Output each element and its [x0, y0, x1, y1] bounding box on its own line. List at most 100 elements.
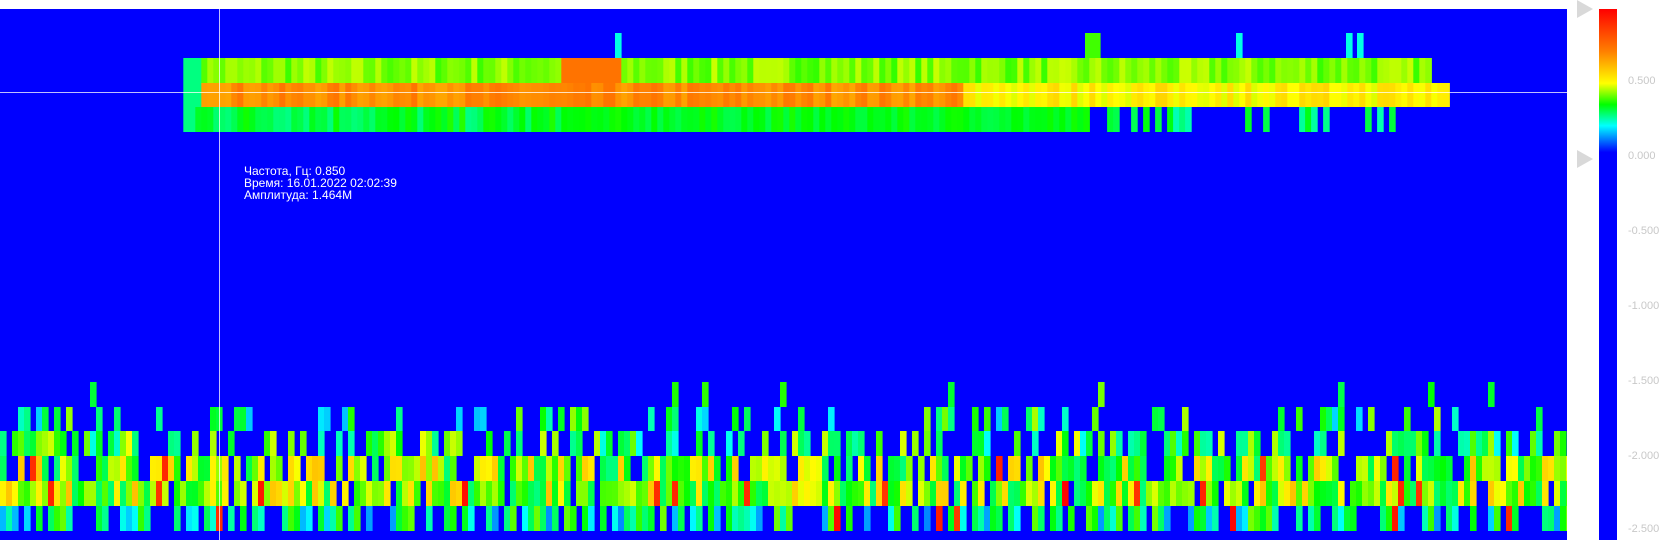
heatmap-cell [597, 107, 604, 132]
heatmap-cell [1023, 107, 1030, 132]
heatmap-cell [831, 58, 838, 83]
heatmap-cell [540, 431, 547, 456]
heatmap-cell [1083, 83, 1090, 107]
heatmap-cell [1422, 431, 1429, 456]
heatmap-cell [933, 107, 940, 132]
heatmap-cell [306, 481, 313, 506]
heatmap-cell [1125, 58, 1132, 83]
heatmap-cell [273, 83, 280, 107]
heatmap-cell [723, 107, 730, 132]
heatmap-cell [195, 58, 202, 83]
heatmap-cell [726, 456, 733, 481]
heatmap-cell [711, 107, 718, 132]
heatmap-cell [426, 506, 433, 531]
heatmap-cell [261, 107, 268, 132]
heatmap-cell [1458, 431, 1465, 456]
heatmap-cell [1470, 506, 1477, 531]
heatmap-cell [897, 58, 904, 83]
heatmap-cell [924, 506, 931, 531]
heatmap-cell [384, 481, 391, 506]
heatmap-cell [780, 431, 787, 456]
heatmap-cell [843, 107, 850, 132]
heatmap-cell [366, 506, 373, 531]
heatmap-cell [1191, 58, 1198, 83]
heatmap-cell [942, 456, 949, 481]
heatmap-cell [132, 431, 139, 456]
heatmap-cell [936, 407, 943, 431]
heatmap-cell [672, 481, 679, 506]
heatmap-cell [888, 456, 895, 481]
heatmap-cell [672, 456, 679, 481]
heatmap-cell [144, 506, 151, 531]
heatmap-cell [1248, 431, 1255, 456]
heatmap-cell [657, 58, 664, 83]
heatmap-cell [1089, 83, 1096, 107]
heatmap-cell [912, 431, 919, 456]
heatmap-cell [444, 506, 451, 531]
heatmap-cell [867, 107, 874, 132]
heatmap-cell [672, 431, 679, 456]
heatmap-cell [528, 456, 535, 481]
heatmap-cell [486, 431, 493, 456]
heatmap-cell [1085, 33, 1101, 58]
heatmap-cell [0, 431, 7, 456]
heatmap-cell [1038, 407, 1045, 431]
spectrogram-plot[interactable]: Частота, Гц: 0.850 Время: 16.01.2022 02:… [0, 9, 1567, 540]
heatmap-cell [1395, 83, 1402, 107]
heatmap-cell [465, 83, 472, 107]
heatmap-cell [891, 107, 898, 132]
heatmap-cell [690, 456, 697, 481]
heatmap-cell [420, 456, 427, 481]
heatmap-cell [1131, 58, 1138, 83]
heatmap-cell [1329, 58, 1336, 83]
heatmap-cell [207, 58, 214, 83]
heatmap-cell [24, 481, 31, 506]
heatmap-cell [954, 481, 961, 506]
heatmap-cell [1245, 107, 1252, 132]
heatmap-cell [387, 58, 394, 83]
heatmap-cell [210, 481, 217, 506]
heatmap-cell [1236, 506, 1243, 531]
lower-level-marker-arrow[interactable] [1577, 150, 1593, 168]
heatmap-cell [849, 83, 856, 107]
heatmap-cell [744, 481, 751, 506]
tooltip-amplitude: Амплитуда: 1.464M [244, 188, 353, 202]
heatmap-cell [1218, 456, 1225, 481]
heatmap-cell [1536, 431, 1543, 456]
heatmap-cell [1062, 407, 1069, 431]
heatmap-cell [405, 107, 412, 132]
heatmap-cell [858, 431, 865, 456]
heatmap-cell [30, 481, 37, 506]
heatmap-cell [36, 506, 43, 531]
heatmap-cell [495, 107, 502, 132]
heatmap-cell [1182, 431, 1189, 456]
heatmap-cell [1311, 107, 1318, 132]
heatmap-cell [1416, 431, 1423, 456]
heatmap-cell [927, 83, 934, 107]
heatmap-cell [1137, 83, 1144, 107]
heatmap-cell [570, 431, 577, 456]
heatmap-cell [1008, 481, 1015, 506]
colorbar-gradient [1599, 9, 1617, 540]
heatmap-cell [1338, 407, 1345, 431]
heatmap-cell [861, 58, 868, 83]
heatmap-cell [183, 83, 190, 107]
heatmap-cell [108, 481, 115, 506]
heatmap-cell [1260, 481, 1267, 506]
heatmap-cell [354, 456, 361, 481]
heatmap-cell [441, 83, 448, 107]
heatmap-cell [447, 58, 454, 83]
heatmap-cell [1050, 456, 1057, 481]
heatmap-cell [1173, 107, 1180, 132]
heatmap-cell [303, 83, 310, 107]
heatmap-cell [633, 83, 640, 107]
heatmap-cell [450, 481, 457, 506]
heatmap-cell [939, 58, 946, 83]
heatmap-cell [1230, 506, 1237, 531]
heatmap-cell [1560, 506, 1567, 531]
upper-level-marker-arrow[interactable] [1577, 0, 1593, 18]
heatmap-cell [726, 506, 733, 531]
heatmap-cell [687, 58, 694, 83]
heatmap-cell [768, 456, 775, 481]
heatmap-cell [636, 481, 643, 506]
